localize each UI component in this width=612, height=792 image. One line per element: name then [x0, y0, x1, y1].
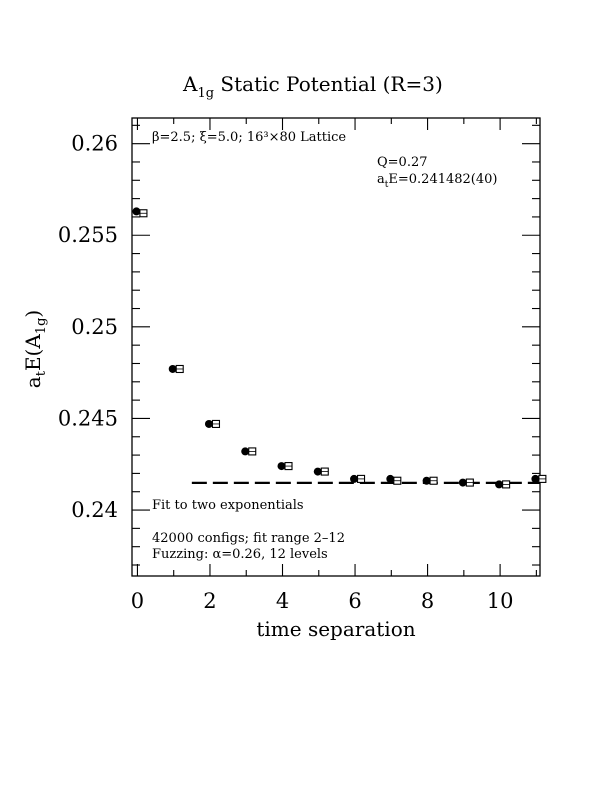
x-axis-title: time separation: [256, 617, 415, 641]
y-tick-label: 0.245: [58, 406, 118, 430]
data-point-circle: [386, 474, 395, 483]
q-value-annotation: Q=0.27: [377, 155, 428, 170]
data-point-circle: [531, 474, 540, 483]
energy-annotation: atE=0.241482(40): [377, 172, 498, 190]
y-tick-label: 0.24: [71, 498, 118, 522]
axis-ticks: [132, 118, 540, 576]
x-tick-label: 10: [487, 589, 514, 613]
data-point-circle: [204, 419, 213, 428]
y-tick-labels: 0.24 0.245 0.25 0.255 0.26: [58, 132, 118, 522]
data-point-circle: [422, 476, 431, 485]
data-point-circle: [350, 474, 359, 483]
series-open-boxes: [139, 209, 547, 489]
data-point-circle: [132, 207, 141, 216]
series-filled-circles: [132, 207, 540, 489]
data-point-circle: [241, 447, 250, 456]
fit-type-annotation: Fit to two exponentials: [152, 498, 304, 513]
fuzzing-annotation: Fuzzing: α=0.26, 12 levels: [152, 547, 328, 562]
y-axis-title: atE(A1g): [21, 310, 49, 388]
x-tick-labels: 0 2 4 6 8 10: [131, 589, 514, 613]
data-point-circle: [168, 364, 177, 373]
chart-title: A1g Static Potential (R=3): [182, 72, 443, 101]
lattice-annotation: β=2.5; ξ=5.0; 16³×80 Lattice: [152, 130, 346, 145]
y-tick-label: 0.26: [71, 132, 118, 156]
x-tick-label: 8: [421, 589, 434, 613]
x-tick-label: 4: [276, 589, 289, 613]
data-point-circle: [313, 467, 322, 476]
x-tick-label: 0: [131, 589, 144, 613]
data-point-circle: [495, 480, 504, 489]
y-tick-label: 0.25: [71, 315, 118, 339]
data-point-circle: [277, 462, 286, 471]
plot-frame: [131, 117, 541, 577]
data-point-circle: [458, 478, 467, 487]
x-tick-label: 2: [203, 589, 216, 613]
y-tick-label: 0.255: [58, 223, 118, 247]
x-tick-label: 6: [348, 589, 361, 613]
title-subscript: 1g: [197, 86, 214, 101]
configs-annotation: 42000 configs; fit range 2–12: [152, 531, 345, 546]
